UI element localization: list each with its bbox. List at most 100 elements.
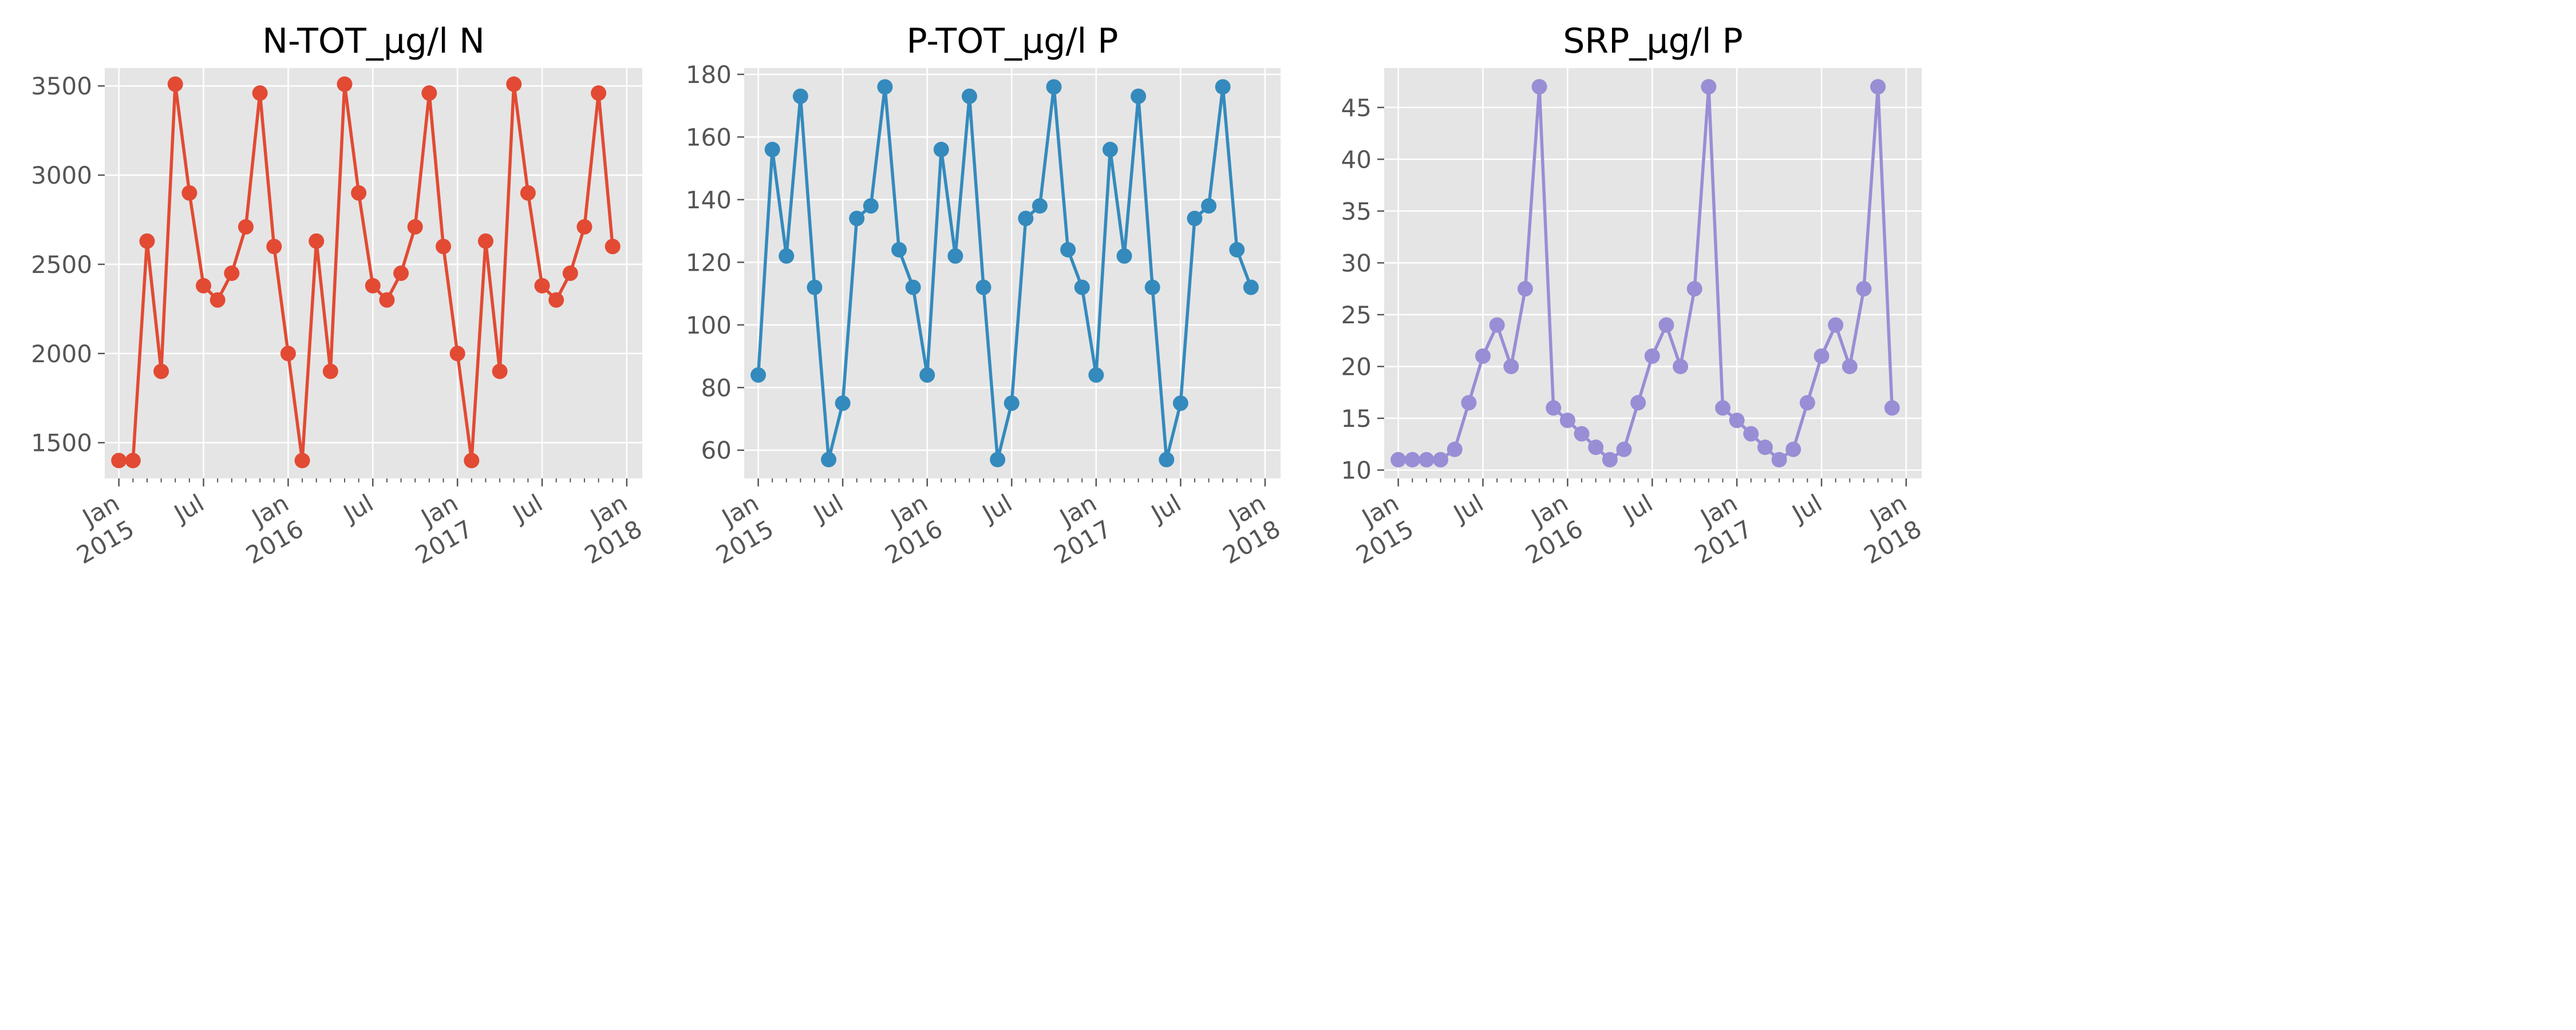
- x-tick-label: Jul: [337, 489, 378, 528]
- y-tick-label: 30: [1341, 249, 1372, 277]
- data-point: [167, 76, 183, 92]
- x-tick-label: Jan2017: [1675, 489, 1757, 569]
- y-tick-label: 100: [686, 311, 732, 339]
- data-point: [1433, 451, 1449, 468]
- data-point: [821, 451, 837, 468]
- data-point: [210, 292, 226, 308]
- x-tick-label: Jan2016: [226, 489, 308, 569]
- data-point: [1559, 413, 1575, 429]
- y-tick-label: 180: [686, 61, 732, 89]
- chart-title: SRP_µg/l P: [1563, 21, 1743, 61]
- y-tick-label: 120: [686, 248, 732, 276]
- data-point: [322, 363, 338, 379]
- data-point: [337, 76, 353, 92]
- data-point: [1215, 79, 1231, 95]
- data-point: [1814, 348, 1830, 364]
- chart-panel-3: 10 15 20 25 30 35 40 45 Jan2015 Jul Jan2016 Jul Jan2…: [1341, 21, 1926, 569]
- data-point: [1616, 441, 1632, 457]
- data-point: [1032, 198, 1048, 214]
- data-point: [1503, 358, 1519, 374]
- data-point: [891, 241, 907, 258]
- data-point: [379, 292, 395, 308]
- data-point: [1489, 317, 1505, 333]
- data-point: [1757, 439, 1773, 455]
- series-line: [118, 82, 614, 462]
- data-point: [1131, 88, 1147, 104]
- x-tick-label: Jul: [1448, 489, 1488, 528]
- chart-panel-2: 60 80 100 120 140 160 180 Jan2015 Jul Jan2016 Jul J…: [686, 21, 1285, 569]
- y-tick-label: 25: [1341, 301, 1372, 329]
- y-tick-label: 10: [1341, 457, 1372, 485]
- data-point: [1116, 248, 1132, 264]
- data-point: [905, 279, 921, 295]
- data-point: [1856, 281, 1872, 297]
- data-point: [153, 363, 169, 379]
- data-point: [863, 198, 879, 214]
- data-point: [1546, 400, 1562, 416]
- data-point: [1602, 451, 1618, 468]
- data-point: [464, 453, 480, 469]
- data-point: [1088, 367, 1104, 383]
- data-point: [849, 211, 865, 227]
- chart-title: P-TOT_µg/l P: [907, 21, 1119, 61]
- x-tick-label: Jan2016: [1506, 489, 1587, 569]
- data-point: [990, 451, 1006, 468]
- y-tick-label: 3500: [31, 72, 92, 100]
- data-point: [792, 88, 808, 104]
- data-point: [591, 85, 607, 101]
- data-point: [1870, 79, 1886, 95]
- data-point: [1531, 79, 1547, 95]
- data-point: [1046, 79, 1062, 95]
- data-point: [1517, 281, 1533, 297]
- data-point: [477, 233, 493, 249]
- data-point: [1729, 413, 1745, 429]
- data-point: [421, 85, 437, 101]
- data-point: [1714, 400, 1730, 416]
- data-point: [1701, 79, 1717, 95]
- data-point: [877, 79, 893, 95]
- data-point: [1644, 348, 1660, 364]
- data-point: [1785, 441, 1801, 457]
- data-point: [111, 453, 127, 469]
- y-tick-label: 160: [686, 123, 732, 151]
- data-point: [534, 278, 550, 294]
- data-point: [1102, 141, 1118, 157]
- y-tick-label: 45: [1341, 94, 1372, 122]
- x-tick-label: Jan2015: [57, 489, 139, 569]
- x-tick-label: Jan2018: [1203, 489, 1285, 569]
- data-point: [1243, 279, 1259, 295]
- data-point: [750, 367, 767, 383]
- data-point: [1630, 395, 1646, 411]
- data-point: [506, 76, 522, 92]
- data-point: [1743, 426, 1759, 442]
- data-point: [125, 453, 141, 469]
- data-point: [224, 266, 240, 281]
- x-tick-label: Jul: [976, 489, 1017, 528]
- data-point: [1201, 198, 1217, 214]
- data-point: [1447, 441, 1463, 457]
- y-tick-label: 20: [1341, 352, 1372, 381]
- y-tick-label: 2000: [31, 340, 92, 368]
- data-point: [1658, 317, 1674, 333]
- data-point: [933, 141, 949, 157]
- data-point: [1588, 439, 1604, 455]
- data-point: [520, 185, 536, 201]
- y-tick-label: 60: [701, 437, 732, 465]
- data-point: [196, 278, 212, 294]
- data-point: [1884, 400, 1900, 416]
- y-tick-label: 80: [701, 374, 732, 402]
- data-point: [1003, 395, 1020, 411]
- x-tick-label: Jul: [1145, 489, 1186, 528]
- data-point: [1018, 211, 1034, 227]
- data-point: [1828, 317, 1844, 333]
- data-point: [1159, 451, 1175, 468]
- x-tick-label: Jul: [507, 489, 547, 528]
- data-point: [435, 239, 451, 255]
- data-point: [562, 266, 578, 281]
- data-point: [576, 219, 592, 235]
- data-point: [407, 219, 423, 235]
- x-tick-label: Jan2017: [1034, 489, 1116, 569]
- data-point: [764, 141, 780, 157]
- data-point: [1574, 426, 1590, 442]
